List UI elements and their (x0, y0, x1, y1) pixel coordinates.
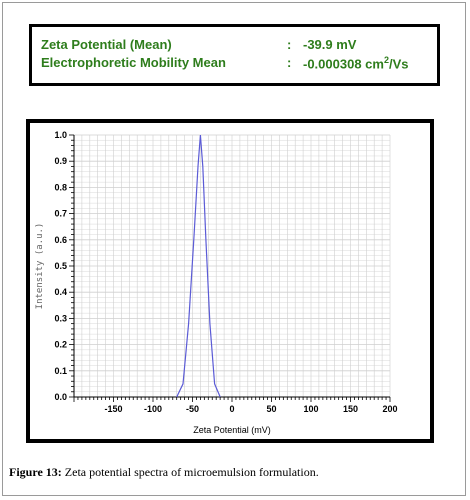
x-tick-label: -150 (104, 404, 122, 414)
zeta-potential-label: Zeta Potential (Mean) (41, 37, 172, 52)
y-tick-label: 0.5 (54, 261, 67, 271)
series-line (176, 134, 221, 398)
y-tick-label: 0.2 (54, 340, 67, 350)
mobility-label: Electrophoretic Mobility Mean (41, 55, 226, 70)
x-axis-label: Zeta Potential (mV) (193, 425, 271, 435)
mobility-separator: : (287, 55, 292, 70)
x-tick-label: 50 (266, 404, 276, 414)
x-tick-label: 150 (343, 404, 358, 414)
mobility-value-unit: /Vs (388, 56, 409, 72)
caption-label: Figure 13: (9, 465, 62, 479)
figure-frame (2, 2, 466, 496)
caption-text: Zeta potential spectra of microemulsion … (61, 465, 319, 479)
y-tick-label: 0.9 (54, 156, 67, 166)
y-tick-label: 1.0 (54, 130, 67, 140)
y-tick-label: 0.3 (54, 313, 67, 323)
mobility-value: -0.000308 cm2/Vs (303, 55, 408, 71)
y-tick-label: 0.4 (54, 287, 67, 297)
y-tick-label: 0.1 (54, 366, 67, 376)
zeta-summary-box: Zeta Potential (Mean) : -39.9 mV Electro… (29, 24, 440, 86)
zeta-potential-separator: : (287, 37, 292, 52)
mobility-value-exponent: 2 (383, 55, 389, 65)
x-tick-label: -50 (186, 404, 199, 414)
x-tick-label: 100 (303, 404, 318, 414)
y-tick-label: 0.6 (54, 235, 67, 245)
zeta-potential-value: -39.9 mV (303, 37, 357, 52)
x-tick-label: 200 (382, 404, 397, 414)
y-axis-label: Intensity (a.u.) (35, 223, 45, 310)
x-tick-label: 0 (229, 404, 234, 414)
y-tick-label: 0.7 (54, 209, 67, 219)
chart-box: -150 -100 -50 0 50 100 150 200 0.0 0.1 0.2 0.3 0.4 0.… (26, 119, 434, 443)
zeta-potential-chart: -150 -100 -50 0 50 100 150 200 0.0 0.1 0.2 0.3 0.4 0.… (35, 130, 398, 435)
figure-caption: Figure 13: Zeta potential spectra of mic… (9, 465, 461, 480)
y-tick-label: 0.0 (54, 392, 67, 402)
x-tick-label: -100 (144, 404, 162, 414)
y-tick-label: 0.8 (54, 182, 67, 192)
mobility-value-number: -0.000308 cm (303, 56, 384, 72)
